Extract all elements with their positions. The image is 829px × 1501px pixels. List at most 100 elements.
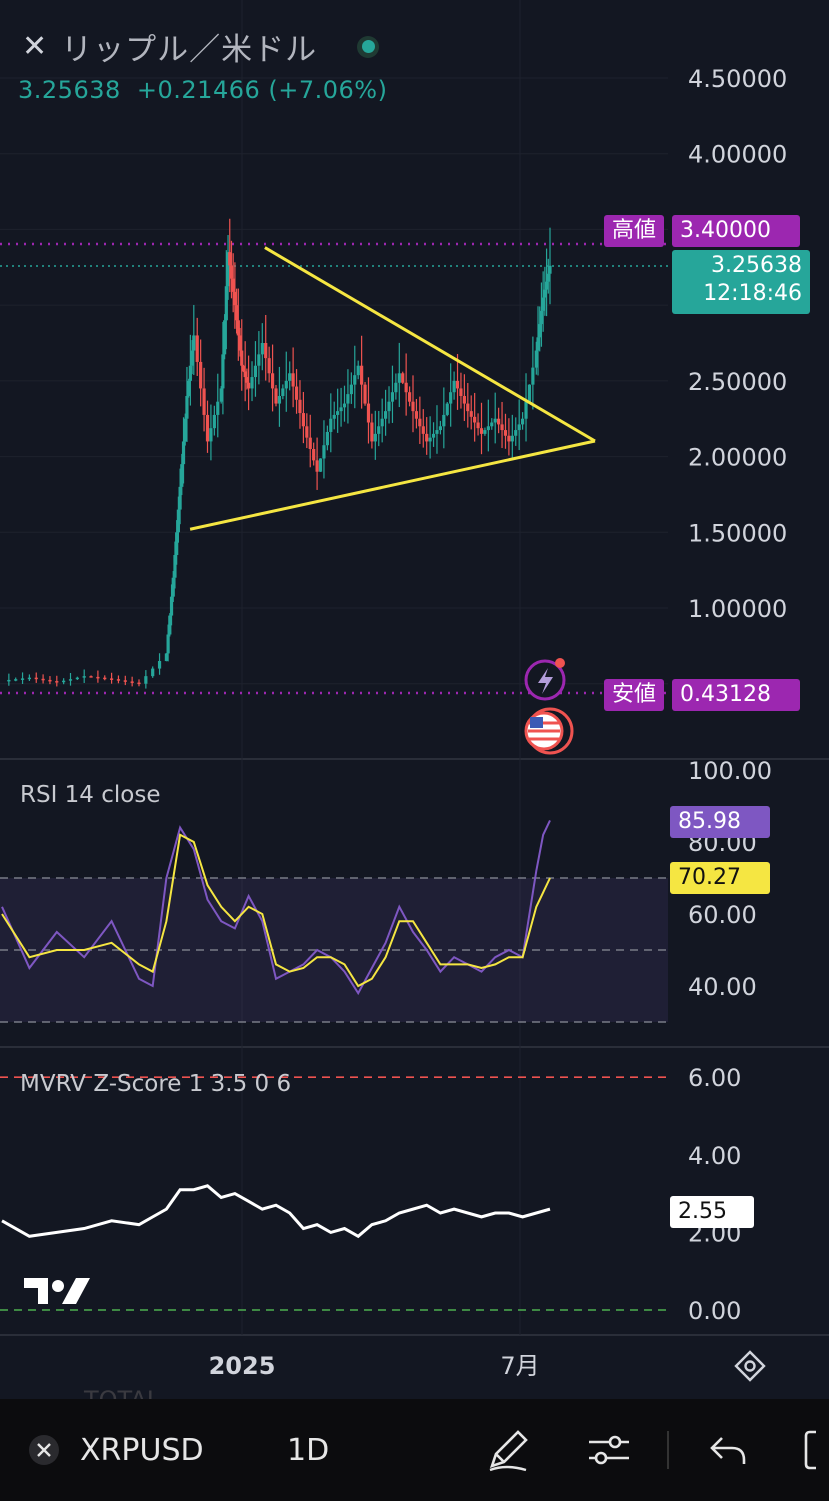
candle-body bbox=[181, 441, 186, 465]
mvrv-axis-label: 4.00 bbox=[688, 1142, 741, 1170]
candle-body bbox=[209, 428, 213, 442]
price-axis-label: 2.50000 bbox=[688, 368, 787, 396]
candle-body bbox=[483, 430, 487, 434]
remove-symbol-icon[interactable] bbox=[28, 1399, 60, 1501]
candle-body bbox=[473, 416, 477, 423]
candle-body bbox=[476, 422, 480, 429]
candle-body bbox=[173, 555, 177, 578]
candle-body bbox=[188, 365, 192, 381]
candle-body bbox=[360, 365, 364, 385]
rsi-label[interactable]: RSI 14 close bbox=[20, 782, 161, 808]
candle-body bbox=[298, 399, 302, 414]
rsi-axis-label: 60.00 bbox=[688, 901, 757, 929]
candle-body bbox=[192, 335, 196, 351]
candle-body bbox=[260, 343, 264, 355]
axis-settings-icon bbox=[734, 1350, 766, 1382]
pencil-icon[interactable] bbox=[486, 1399, 530, 1501]
candle-body bbox=[390, 392, 395, 402]
candle-body bbox=[110, 678, 114, 680]
price-quote: 3.25638 +0.21466 (+7.06%) bbox=[18, 76, 387, 104]
interval-button[interactable]: 1D bbox=[287, 1432, 330, 1468]
candle-body bbox=[527, 384, 532, 402]
candle-body bbox=[346, 394, 350, 404]
candle-body bbox=[169, 596, 174, 616]
candle-body bbox=[224, 286, 228, 321]
candle-body bbox=[229, 265, 234, 279]
candle-body bbox=[503, 430, 508, 436]
undo-icon[interactable] bbox=[708, 1399, 748, 1501]
candle-body bbox=[329, 418, 333, 432]
candle-body bbox=[455, 380, 460, 389]
candle-body bbox=[531, 367, 535, 385]
price-axis-label: 4.50000 bbox=[688, 65, 787, 93]
close-icon[interactable]: ✕ bbox=[22, 29, 48, 64]
tv-logo-t bbox=[24, 1278, 48, 1304]
candle-body bbox=[144, 676, 148, 684]
candle-body bbox=[55, 681, 59, 683]
candle-body bbox=[20, 678, 25, 680]
candle-body bbox=[176, 509, 180, 533]
settings-sliders-icon[interactable] bbox=[587, 1399, 631, 1501]
candle-body bbox=[212, 414, 216, 429]
candle-body bbox=[514, 430, 518, 436]
candle-body bbox=[175, 532, 179, 556]
candle-body bbox=[318, 458, 323, 472]
candle-body bbox=[462, 396, 466, 404]
pencil-icon-glyph bbox=[489, 1430, 528, 1472]
candle-body bbox=[435, 430, 439, 434]
candle-body bbox=[41, 678, 45, 681]
candle-body bbox=[336, 411, 340, 415]
mvrv-axis-label: 0.00 bbox=[688, 1297, 741, 1325]
last-price-tag-value: 3.25638 bbox=[711, 253, 802, 278]
candle-body bbox=[226, 252, 230, 287]
candle-body bbox=[539, 310, 544, 325]
candle-body bbox=[490, 422, 494, 427]
candle-body bbox=[507, 435, 511, 442]
candle-body bbox=[247, 382, 251, 389]
candle-body bbox=[363, 384, 367, 404]
tv-logo-v bbox=[62, 1278, 90, 1304]
candle-body bbox=[339, 407, 343, 412]
price-axis-label: 1.00000 bbox=[688, 595, 787, 623]
candle-body bbox=[308, 437, 312, 450]
candle-body bbox=[546, 273, 550, 282]
candle-body bbox=[500, 424, 504, 431]
candle-body bbox=[62, 680, 66, 683]
candle-body bbox=[425, 433, 429, 442]
candle-body bbox=[284, 380, 288, 389]
triangle-lower-line bbox=[189, 439, 596, 531]
candle-body bbox=[14, 679, 18, 681]
last-price: 3.25638 bbox=[18, 76, 121, 104]
candle-body bbox=[524, 401, 528, 419]
candle-body bbox=[380, 418, 384, 427]
candle-body bbox=[221, 354, 225, 389]
candle-body bbox=[305, 426, 309, 438]
rsi-ma-line bbox=[1, 833, 551, 988]
candle-body bbox=[228, 252, 232, 266]
flash-bolt bbox=[538, 668, 553, 694]
rsi-value-tag: 85.98 bbox=[670, 806, 770, 838]
candle-body bbox=[68, 679, 73, 681]
candle-body bbox=[438, 426, 442, 431]
candle-body bbox=[366, 403, 371, 423]
candle-body bbox=[342, 403, 347, 408]
candle-body bbox=[195, 335, 199, 362]
candle-body bbox=[431, 433, 436, 438]
candle-body bbox=[216, 401, 220, 415]
candle-body bbox=[183, 418, 187, 442]
symbol-button[interactable]: XRPUSD bbox=[80, 1432, 204, 1468]
candle-body bbox=[241, 365, 246, 372]
candle-body bbox=[411, 401, 415, 412]
candle-body bbox=[103, 677, 107, 680]
candle-body bbox=[486, 426, 490, 431]
mvrv-label[interactable]: MVRV Z-Score 1 3.5 0 6 bbox=[20, 1071, 292, 1097]
rsi-line bbox=[1, 819, 551, 996]
candle-body bbox=[240, 350, 244, 366]
market-status-icon[interactable] bbox=[357, 35, 380, 58]
candle-body bbox=[264, 343, 268, 359]
fullscreen-icon[interactable] bbox=[804, 1399, 829, 1501]
candle-body bbox=[534, 350, 538, 368]
candle-body bbox=[219, 388, 223, 402]
candle-body bbox=[332, 414, 336, 419]
candle-body bbox=[116, 679, 121, 681]
